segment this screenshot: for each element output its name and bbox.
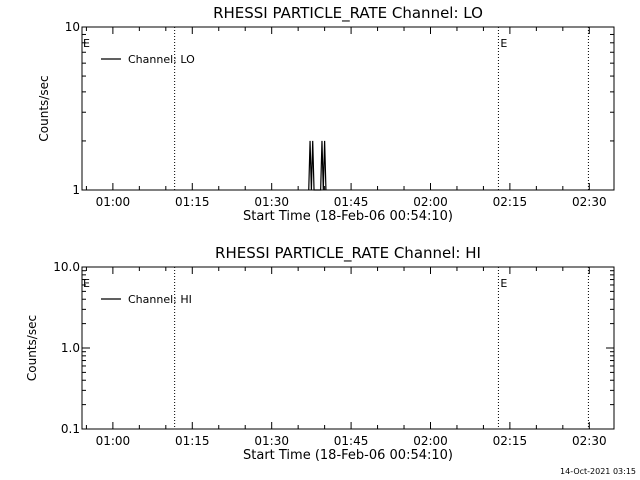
- legend-label: Channel: HI: [128, 293, 192, 306]
- x-tick-label: 02:15: [493, 434, 528, 448]
- x-tick-label: 01:45: [334, 434, 369, 448]
- x-tick-label: 02:00: [413, 195, 448, 209]
- vertical-marker-label: E: [500, 277, 507, 290]
- left-marker-label: E: [83, 37, 90, 50]
- x-tick-label: 02:30: [572, 434, 607, 448]
- x-tick-label: 01:00: [96, 434, 131, 448]
- x-axis-label: Start Time (18-Feb-06 00:54:10): [243, 448, 453, 463]
- x-tick-label: 01:30: [254, 195, 289, 209]
- y-tick-label: 1.0: [61, 341, 80, 355]
- chart-panel-lo: RHESSI PARTICLE_RATE Channel: LO 01:00 01:…: [37, 4, 615, 224]
- plot-frame: [81, 26, 615, 191]
- x-axis-label: Start Time (18-Feb-06 00:54:10): [243, 209, 453, 224]
- y-axis-label: Counts/sec: [25, 315, 39, 381]
- legend-label: Channel: LO: [128, 53, 195, 66]
- chart-title: RHESSI PARTICLE_RATE Channel: HI: [215, 244, 481, 263]
- y-tick-label: 10: [65, 20, 80, 34]
- series-line: [308, 140, 327, 191]
- y-tick-label: 1: [72, 183, 80, 197]
- x-tick-label: 01:45: [334, 195, 369, 209]
- y-tick-label: 10.0: [53, 260, 80, 274]
- x-tick-label: 01:30: [254, 434, 289, 448]
- x-tick-label: 01:15: [175, 434, 210, 448]
- x-tick-label: 01:15: [175, 195, 210, 209]
- chart-panel-hi: RHESSI PARTICLE_RATE Channel: HI 01:00 01:…: [25, 244, 615, 463]
- x-tick-label: 02:30: [572, 195, 607, 209]
- plot-frame: [81, 266, 615, 430]
- x-tick-label: 01:00: [96, 195, 131, 209]
- left-marker-label: E: [83, 277, 90, 290]
- timestamp-label: 14-Oct-2021 03:15: [560, 467, 636, 476]
- y-axis-label: Counts/sec: [37, 75, 51, 141]
- y-tick-label: 0.1: [61, 422, 80, 436]
- chart-title: RHESSI PARTICLE_RATE Channel: LO: [213, 4, 483, 23]
- x-tick-label: 02:00: [413, 434, 448, 448]
- x-tick-label: 02:15: [493, 195, 528, 209]
- vertical-marker-label: E: [500, 37, 507, 50]
